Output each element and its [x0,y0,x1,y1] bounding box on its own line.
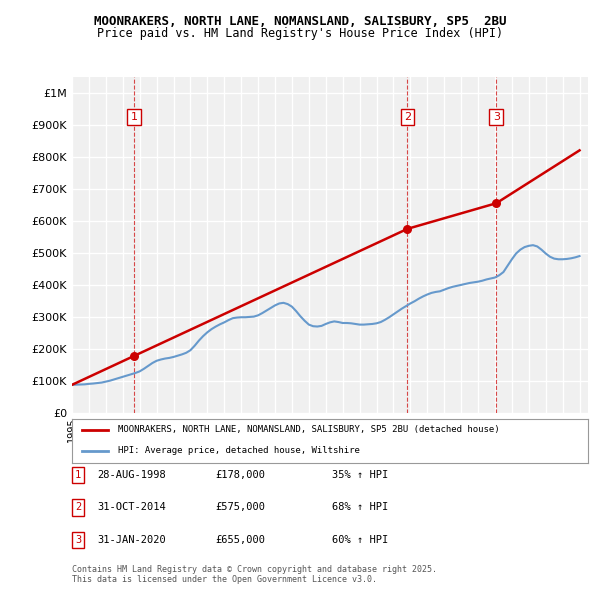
Point [403,224,412,234]
Text: 35% ↑ HPI: 35% ↑ HPI [332,470,388,480]
Text: 60% ↑ HPI: 60% ↑ HPI [332,535,388,545]
Text: £178,000: £178,000 [215,470,265,480]
Point [129,351,139,360]
Text: 31-OCT-2014: 31-OCT-2014 [98,503,166,512]
Text: 1: 1 [75,470,81,480]
Text: 3: 3 [493,112,500,122]
Text: 1: 1 [130,112,137,122]
Text: HPI: Average price, detached house, Wiltshire: HPI: Average price, detached house, Wilt… [118,446,361,455]
Text: MOONRAKERS, NORTH LANE, NOMANSLAND, SALISBURY, SP5  2BU: MOONRAKERS, NORTH LANE, NOMANSLAND, SALI… [94,15,506,28]
Text: MOONRAKERS, NORTH LANE, NOMANSLAND, SALISBURY, SP5 2BU (detached house): MOONRAKERS, NORTH LANE, NOMANSLAND, SALI… [118,425,500,434]
Text: Price paid vs. HM Land Registry's House Price Index (HPI): Price paid vs. HM Land Registry's House … [97,27,503,40]
Text: 2: 2 [404,112,411,122]
Text: Contains HM Land Registry data © Crown copyright and database right 2025.
This d: Contains HM Land Registry data © Crown c… [72,565,437,584]
Text: £575,000: £575,000 [215,503,265,512]
Text: 31-JAN-2020: 31-JAN-2020 [98,535,166,545]
Text: 28-AUG-1998: 28-AUG-1998 [98,470,166,480]
Text: 68% ↑ HPI: 68% ↑ HPI [332,503,388,512]
Text: £655,000: £655,000 [215,535,265,545]
Point [491,198,501,208]
Text: 3: 3 [75,535,81,545]
Text: 2: 2 [75,503,81,512]
